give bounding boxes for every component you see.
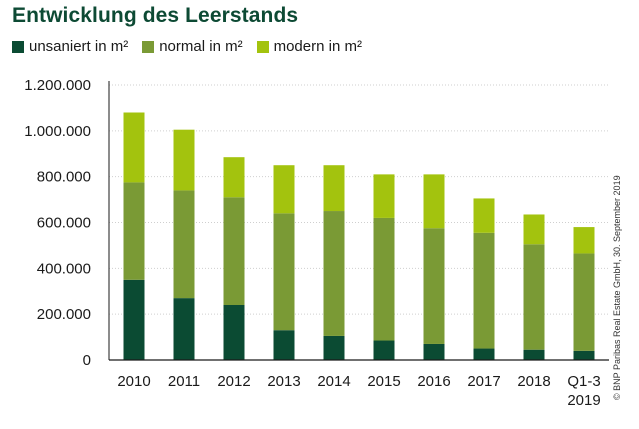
bar-segment-modern-2015	[373, 174, 395, 218]
bar-segment-unsaniert-2015	[373, 340, 395, 360]
bar-segment-normal-2018	[523, 244, 545, 350]
legend-item-unsaniert: unsaniert in m²	[12, 38, 128, 55]
bar-segment-normal-2012	[223, 197, 245, 305]
legend-swatch-normal	[142, 40, 155, 53]
bar-segment-modern-2010	[123, 112, 145, 183]
x-tick-label: 2012	[217, 373, 250, 390]
x-tick-label: 2016	[417, 373, 450, 390]
bar-segment-modern-2018	[523, 214, 545, 245]
bar-segment-normal-2013	[273, 213, 295, 331]
bar-segment-unsaniert-2017	[473, 348, 495, 360]
bar-segment-unsaniert-q1-3-2019	[573, 350, 595, 360]
x-tick-label: 2017	[467, 373, 500, 390]
chart-title: Entwicklung des Leerstands	[12, 4, 299, 27]
bar-segment-modern-2012	[223, 157, 245, 198]
bar-segment-normal-2014	[323, 211, 345, 336]
y-tick-label: 800.000	[37, 169, 91, 186]
bar-segment-unsaniert-2011	[173, 298, 195, 360]
x-tick-label: 2010	[117, 373, 150, 390]
bar-segment-unsaniert-2013	[273, 330, 295, 360]
bar-segment-unsaniert-2012	[223, 305, 245, 360]
legend-swatch-modern	[256, 40, 269, 53]
y-tick-label: 400.000	[37, 260, 91, 277]
y-tick-label: 200.000	[37, 306, 91, 323]
x-tick-label: 2018	[517, 373, 550, 390]
bar-segment-normal-q1-3-2019	[573, 253, 595, 351]
x-tick-label: Q1-3	[567, 373, 600, 390]
y-tick-label: 0	[83, 352, 91, 369]
bar-segment-normal-2011	[173, 190, 195, 299]
bar-segment-normal-2016	[423, 228, 445, 344]
y-tick-label: 600.000	[37, 215, 91, 232]
legend-item-modern: modern in m²	[256, 38, 362, 55]
x-tick-label: 2014	[317, 373, 350, 390]
chart-legend: unsaniert in m² normal in m² modern in m…	[12, 38, 376, 55]
x-tick-label: 2011	[168, 373, 200, 390]
bar-segment-unsaniert-2016	[423, 343, 445, 360]
legend-label-normal: normal in m²	[159, 38, 243, 55]
bar-segment-modern-2016	[423, 174, 445, 229]
y-tick-label: 1.000.000	[24, 123, 91, 140]
bar-segment-modern-2014	[323, 165, 345, 212]
x-tick-label: 2015	[367, 373, 400, 390]
bar-segment-modern-2011	[173, 129, 195, 191]
legend-item-normal: normal in m²	[142, 38, 243, 55]
legend-swatch-unsaniert	[12, 40, 24, 53]
bar-segment-unsaniert-2014	[323, 335, 345, 360]
bar-segment-normal-2015	[373, 217, 395, 341]
copyright-credit: © BNP Paribas Real Estate GmbH, 30. Sept…	[612, 175, 622, 400]
x-tick-label: 2013	[267, 373, 300, 390]
bar-segment-normal-2010	[123, 182, 145, 280]
x-tick-label: 2019	[567, 392, 600, 409]
bar-segment-unsaniert-2010	[123, 279, 145, 360]
bar-segment-modern-2013	[273, 165, 295, 214]
bar-segment-normal-2017	[473, 232, 495, 349]
bar-segment-modern-2017	[473, 198, 495, 233]
legend-label-modern: modern in m²	[273, 38, 362, 55]
y-tick-label: 1.200.000	[24, 77, 91, 94]
legend-label-unsaniert: unsaniert in m²	[29, 38, 129, 55]
bar-segment-unsaniert-2018	[523, 349, 545, 360]
bar-segment-modern-q1-3-2019	[573, 227, 595, 254]
